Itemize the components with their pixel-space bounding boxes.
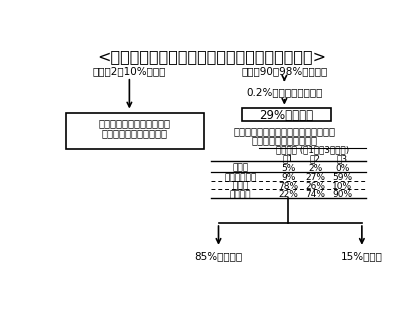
- Text: 0%: 0%: [335, 164, 350, 173]
- Text: 85%無症候性: 85%無症候性: [195, 251, 242, 261]
- Text: 妊婦の2～10%抗体有: 妊婦の2～10%抗体有: [93, 66, 166, 76]
- Text: <トキソプラズマの母子感染と出生児障害リスク>: <トキソプラズマの母子感染と出生児障害リスク>: [98, 49, 327, 64]
- Text: 59%: 59%: [332, 173, 353, 182]
- Text: 5%: 5%: [281, 164, 295, 173]
- Text: 無症候性: 無症候性: [229, 190, 251, 199]
- Text: 胎児感染や児の臨床症状出現リスクは: 胎児感染や児の臨床症状出現リスクは: [233, 126, 335, 136]
- Text: 10%: 10%: [332, 182, 353, 191]
- Bar: [66, 113, 204, 149]
- Text: 症候性: 症候性: [232, 182, 248, 191]
- Text: 0.2%前後に母体初感染: 0.2%前後に母体初感染: [246, 87, 322, 97]
- Text: 妊婦の90～98%抗体なし: 妊婦の90～98%抗体なし: [241, 66, 327, 76]
- Text: 流死産: 流死産: [232, 164, 248, 173]
- Text: 29%胎児感染: 29%胎児感染: [259, 109, 313, 122]
- Text: 感染時期 (第1～第3三半期): 感染時期 (第1～第3三半期): [276, 145, 349, 154]
- Text: 90%: 90%: [332, 190, 353, 199]
- Text: 先天性感染児: 先天性感染児: [224, 173, 256, 182]
- Text: 15%症候性: 15%症候性: [341, 251, 383, 261]
- Text: 78%: 78%: [278, 182, 298, 191]
- Text: 感染時期によって異なる: 感染時期によって異なる: [251, 135, 317, 145]
- Text: 第3: 第3: [337, 155, 348, 164]
- Text: 26%: 26%: [305, 182, 325, 191]
- Text: 基本的に胎児感染はない: 基本的に胎児感染はない: [102, 128, 168, 138]
- Text: 第1: 第1: [283, 155, 294, 164]
- Text: 第2: 第2: [310, 155, 321, 164]
- Text: 74%: 74%: [305, 190, 325, 199]
- Text: 9%: 9%: [281, 173, 295, 182]
- Text: 高度の免疫抑制がない限り: 高度の免疫抑制がない限り: [99, 119, 171, 128]
- Text: 22%: 22%: [278, 190, 298, 199]
- Text: 2%: 2%: [308, 164, 322, 173]
- Bar: [242, 108, 331, 122]
- Text: 27%: 27%: [305, 173, 325, 182]
